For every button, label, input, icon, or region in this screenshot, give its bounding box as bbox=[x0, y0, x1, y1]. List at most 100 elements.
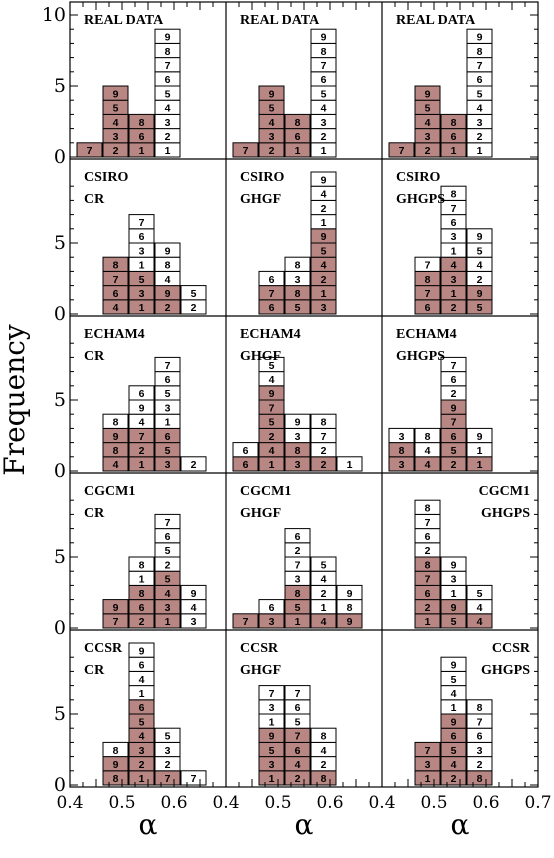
box-number-label: 8 bbox=[425, 503, 431, 515]
box-number-label: 6 bbox=[139, 660, 145, 672]
x-axis-label: α bbox=[295, 808, 314, 841]
panel-cgcm1-cr: 7 9 2 6 8 1 8 1 3 4 5 2 5 6 7 3 4 9 CGCM1 CR bbox=[84, 484, 207, 629]
unshaded-box bbox=[388, 427, 415, 444]
box-number-label: 1 bbox=[451, 145, 457, 157]
box-number-label: 5 bbox=[451, 674, 457, 686]
box-number-label: 8 bbox=[477, 702, 483, 714]
box-number-label: 6 bbox=[477, 74, 483, 86]
unshaded-box bbox=[180, 456, 207, 472]
box-number-label: 5 bbox=[321, 245, 327, 257]
box-number-label: 8 bbox=[321, 46, 327, 58]
shaded-box bbox=[232, 142, 259, 158]
box-number-label: 7 bbox=[425, 517, 431, 529]
box-number-label: 4 bbox=[113, 459, 119, 471]
box-number-label: 9 bbox=[139, 645, 145, 657]
panel-label: CSIRO bbox=[84, 170, 128, 185]
box-number-label: 6 bbox=[269, 274, 275, 286]
box-number-label: 7 bbox=[295, 688, 301, 700]
box-number-label: 2 bbox=[451, 388, 457, 400]
box-number-label: 8 bbox=[113, 260, 119, 272]
box-number-label: 4 bbox=[139, 417, 145, 429]
box-number-label: 7 bbox=[399, 145, 405, 157]
unshaded-box bbox=[310, 556, 337, 572]
box-number-label: 1 bbox=[477, 445, 483, 457]
box-number-label: 5 bbox=[139, 274, 145, 286]
box-number-label: 4 bbox=[295, 759, 301, 771]
box-number-label: 5 bbox=[451, 445, 457, 457]
box-number-label: 3 bbox=[295, 459, 301, 471]
box-number-label: 5 bbox=[295, 602, 301, 614]
box-number-label: 5 bbox=[477, 245, 483, 257]
box-number-label: 1 bbox=[321, 217, 327, 229]
box-number-label: 9 bbox=[451, 602, 457, 614]
unshaded-box bbox=[414, 256, 441, 272]
box-number-label: 8 bbox=[295, 117, 301, 129]
box-number-label: 4 bbox=[321, 103, 327, 115]
box-number-label: 1 bbox=[139, 688, 145, 700]
panel-label: CGCM1 bbox=[240, 484, 291, 499]
unshaded-box bbox=[414, 499, 441, 515]
panel-label: CCSR bbox=[492, 641, 531, 656]
box-number-label: 4 bbox=[321, 574, 327, 586]
panel-label: CGCM1 bbox=[84, 484, 135, 499]
box-number-label: 3 bbox=[321, 117, 327, 129]
box-number-label: 8 bbox=[295, 260, 301, 272]
unshaded-box bbox=[128, 214, 155, 230]
box-number-label: 1 bbox=[425, 616, 431, 628]
box-number-label: 3 bbox=[399, 431, 405, 443]
box-number-label: 7 bbox=[321, 60, 327, 72]
box-number-label: 3 bbox=[295, 274, 301, 286]
box-number-label: 7 bbox=[295, 559, 301, 571]
box-number-label: 6 bbox=[165, 531, 171, 543]
box-number-label: 9 bbox=[165, 245, 171, 257]
box-number-label: 9 bbox=[269, 88, 275, 100]
panel-label: CSIRO bbox=[240, 170, 284, 185]
shaded-box bbox=[414, 741, 441, 758]
panel-label: CR bbox=[84, 192, 105, 207]
unshaded-box bbox=[466, 699, 493, 715]
box-number-label: 9 bbox=[113, 759, 119, 771]
box-number-label: 3 bbox=[295, 574, 301, 586]
box-number-label: 6 bbox=[139, 602, 145, 614]
box-number-label: 2 bbox=[165, 302, 171, 314]
box-number-label: 5 bbox=[477, 88, 483, 100]
box-number-label: 1 bbox=[451, 588, 457, 600]
unshaded-box bbox=[440, 185, 467, 201]
box-number-label: 6 bbox=[451, 431, 457, 443]
shaded-box bbox=[102, 85, 129, 101]
box-number-label: 8 bbox=[321, 773, 327, 785]
panel-label: CGCM1 bbox=[479, 484, 530, 499]
panel-echam4-ghgps: 3 8 3 4 4 8 2 5 6 7 9 2 6 7 1 1 9 ECHAM4 GHGPS bbox=[388, 327, 493, 472]
box-number-label: 4 bbox=[321, 616, 327, 628]
box-number-label: 7 bbox=[243, 616, 249, 628]
box-number-label: 4 bbox=[477, 103, 483, 115]
box-number-label: 3 bbox=[451, 274, 457, 286]
unshaded-box bbox=[258, 599, 285, 615]
box-number-label: 4 bbox=[269, 117, 275, 129]
box-number-label: 6 bbox=[425, 302, 431, 314]
unshaded-box bbox=[336, 584, 363, 601]
box-number-label: 1 bbox=[451, 245, 457, 257]
box-number-label: 9 bbox=[347, 588, 353, 600]
box-number-label: 1 bbox=[139, 574, 145, 586]
unshaded-box bbox=[128, 385, 155, 401]
x-tick-label: 0.5 bbox=[264, 793, 291, 813]
box-number-label: 4 bbox=[425, 459, 431, 471]
panel-label: ECHAM4 bbox=[396, 327, 457, 342]
panel-csiro-ghgps: 6 7 8 7 2 1 3 4 1 3 6 7 8 5 9 2 4 5 9 CSIRO GHGPS bbox=[396, 170, 493, 315]
box-number-label: 6 bbox=[451, 131, 457, 143]
box-number-label: 8 bbox=[295, 445, 301, 457]
box-number-label: 7 bbox=[425, 745, 431, 757]
y-tick-label: 0 bbox=[54, 460, 66, 482]
box-number-label: 7 bbox=[269, 402, 275, 414]
box-number-label: 7 bbox=[139, 217, 145, 229]
panel-label: GHGPS bbox=[481, 663, 530, 678]
box-number-label: 9 bbox=[425, 88, 431, 100]
box-number-label: 9 bbox=[113, 88, 119, 100]
panel-label: REAL DATA bbox=[84, 13, 164, 28]
box-number-label: 8 bbox=[321, 731, 327, 743]
